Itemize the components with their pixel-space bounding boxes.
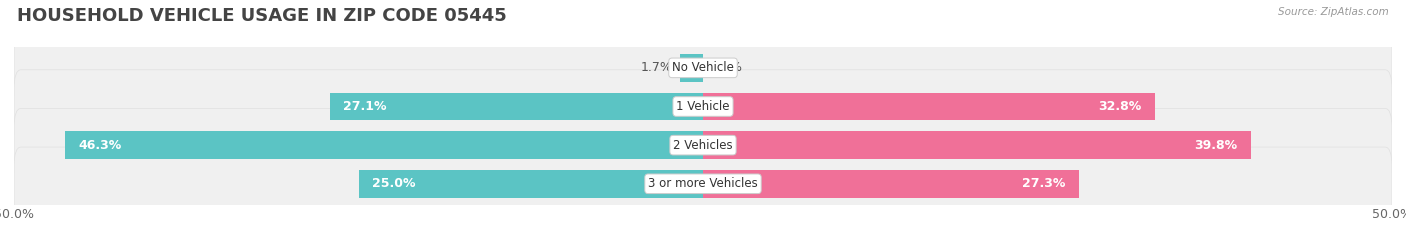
Bar xyxy=(65,131,703,159)
Text: HOUSEHOLD VEHICLE USAGE IN ZIP CODE 05445: HOUSEHOLD VEHICLE USAGE IN ZIP CODE 0544… xyxy=(17,7,506,25)
Text: 1 Vehicle: 1 Vehicle xyxy=(676,100,730,113)
Text: 2 Vehicles: 2 Vehicles xyxy=(673,139,733,152)
Text: 39.8%: 39.8% xyxy=(1195,139,1237,152)
Text: No Vehicle: No Vehicle xyxy=(672,61,734,74)
Bar xyxy=(329,93,703,120)
Text: 46.3%: 46.3% xyxy=(79,139,122,152)
FancyBboxPatch shape xyxy=(14,108,1392,182)
Text: 25.0%: 25.0% xyxy=(373,177,416,190)
Bar xyxy=(359,170,703,198)
Bar xyxy=(703,93,1154,120)
Text: 27.1%: 27.1% xyxy=(343,100,387,113)
Bar xyxy=(703,131,1251,159)
Text: Source: ZipAtlas.com: Source: ZipAtlas.com xyxy=(1278,7,1389,17)
Text: 3 or more Vehicles: 3 or more Vehicles xyxy=(648,177,758,190)
Bar xyxy=(703,170,1080,198)
Bar xyxy=(679,54,703,82)
Text: 32.8%: 32.8% xyxy=(1098,100,1142,113)
FancyBboxPatch shape xyxy=(14,70,1392,143)
Text: 1.7%: 1.7% xyxy=(641,61,672,74)
FancyBboxPatch shape xyxy=(14,147,1392,220)
Text: 0.0%: 0.0% xyxy=(710,61,742,74)
Text: 27.3%: 27.3% xyxy=(1022,177,1066,190)
FancyBboxPatch shape xyxy=(14,31,1392,105)
